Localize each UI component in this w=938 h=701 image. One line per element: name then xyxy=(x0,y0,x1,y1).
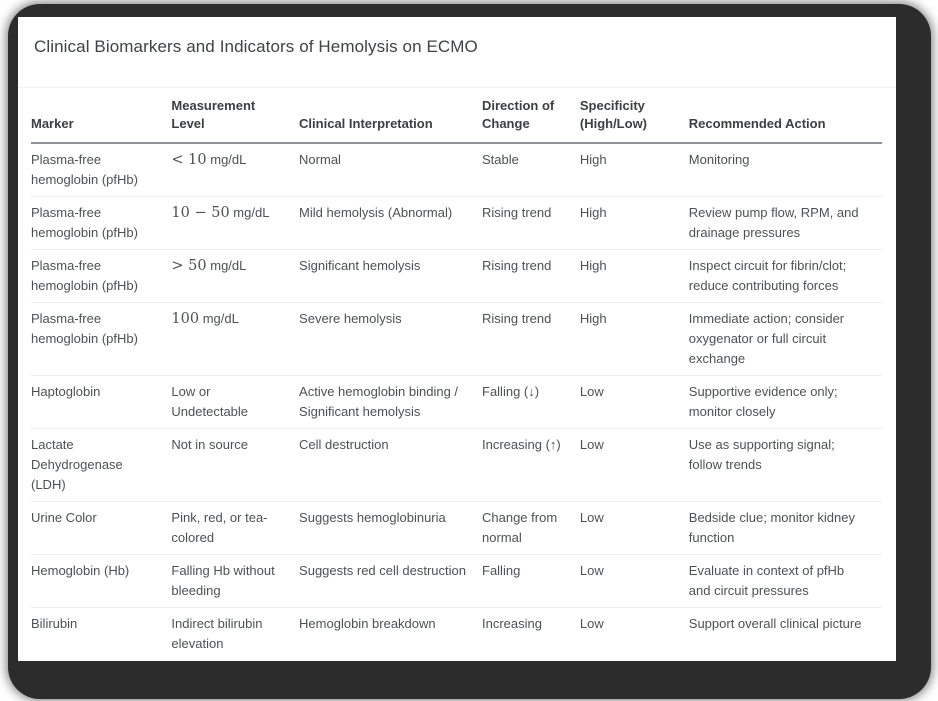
interpretation-cell: Severe hemolysis xyxy=(299,302,482,376)
action-cell: Supportive evidence only; monitor closel… xyxy=(688,375,882,429)
level-cell: Not in source xyxy=(171,428,300,502)
specificity-cell: Low xyxy=(579,428,689,502)
action-cell: Monitoring xyxy=(688,143,882,197)
level-math-text: > 50 xyxy=(171,258,207,274)
marker-cell: Plasma-free hemoglobin (pfHb) xyxy=(31,196,172,250)
action-cell: Immediate action; consider oxygenator or… xyxy=(688,302,882,376)
marker-cell: Plasma-free hemoglobin (pfHb) xyxy=(31,302,172,376)
interpretation-cell: Hemoglobin breakdown xyxy=(299,616,436,631)
table-wrap: Marker Measurement Level Clinical Interp… xyxy=(18,88,896,660)
direction-cell: Rising trend xyxy=(482,249,580,303)
level-unit-text: mg/dL xyxy=(206,152,247,167)
level-unit-text: mg/dL xyxy=(206,258,247,273)
interpretation-cell: Suggests hemoglobinuria xyxy=(299,501,482,555)
table-row: Haptoglobin Low or Undetectable Active h… xyxy=(31,375,882,429)
column-header-clinical-interpretation: Clinical Interpretation xyxy=(299,88,482,144)
action-cell: Evaluate in context of pfHb and circuit … xyxy=(688,554,882,608)
table-row: Lactate Dehydrogenase (LDH) Not in sourc… xyxy=(31,428,882,502)
direction-cell: Change from normal xyxy=(482,501,580,555)
content-card: Clinical Biomarkers and Indicators of He… xyxy=(18,17,896,661)
column-header-measurement-level: Measurement Level xyxy=(171,88,300,144)
interpretation-cell: Significant hemolysis xyxy=(299,249,482,303)
level-math-text: 10 − 50 xyxy=(171,205,230,221)
interpretation-cell: Cell destruction xyxy=(299,428,482,502)
level-unit-text: Low or Undetectable xyxy=(171,384,249,419)
specificity-cell: Low xyxy=(579,616,604,631)
column-header-marker: Marker xyxy=(31,88,172,144)
column-header-specificity: Specificity (High/Low) xyxy=(579,88,689,144)
level-cell: Falling Hb without bleeding xyxy=(171,554,300,608)
table-row: Plasma-free hemoglobin (pfHb) 10 − 50 mg… xyxy=(31,196,882,250)
direction-cell: Increasing (↑) xyxy=(482,428,580,502)
level-cell: Low or Undetectable xyxy=(171,375,300,429)
level-cell: 100 mg/dL xyxy=(171,302,300,376)
marker-cell: Plasma-free hemoglobin (pfHb) xyxy=(31,143,172,197)
marker-cell: Urine Color xyxy=(31,501,172,555)
level-cell: Indirect bilirubin elevation xyxy=(171,608,299,661)
level-math-text: < 10 xyxy=(171,152,207,168)
level-unit-text: mg/dL xyxy=(199,311,239,326)
direction-cell: Rising trend xyxy=(482,196,580,250)
marker-cell: Plasma-free hemoglobin (pfHb) xyxy=(31,249,172,303)
biomarkers-table: Marker Measurement Level Clinical Interp… xyxy=(31,88,882,660)
specificity-cell: Low xyxy=(579,375,689,429)
direction-cell: Stable xyxy=(482,143,580,197)
table-body: Plasma-free hemoglobin (pfHb) < 10 mg/dL… xyxy=(31,143,882,660)
table-row: Plasma-free hemoglobin (pfHb) > 50 mg/dL… xyxy=(31,249,882,303)
table-row: Bilirubin Indirect bilirubin elevation H… xyxy=(31,608,882,661)
level-unit-text: Indirect bilirubin elevation xyxy=(171,616,263,651)
direction-cell: Increasing xyxy=(482,616,542,631)
specificity-cell: Low xyxy=(579,501,689,555)
table-row: Plasma-free hemoglobin (pfHb) 100 mg/dL … xyxy=(31,302,882,376)
interpretation-cell: Normal xyxy=(299,143,482,197)
header-row: Marker Measurement Level Clinical Interp… xyxy=(31,88,882,144)
specificity-cell: High xyxy=(579,143,689,197)
direction-cell: Rising trend xyxy=(482,302,580,376)
interpretation-cell: Active hemoglobin binding / Significant … xyxy=(299,375,482,429)
action-cell: Review pump flow, RPM, and drainage pres… xyxy=(688,196,882,250)
action-cell: Use as supporting signal; follow trends xyxy=(688,428,882,502)
specificity-cell: High xyxy=(579,302,689,376)
marker-cell: Lactate Dehydrogenase (LDH) xyxy=(31,428,172,502)
action-cell: Inspect circuit for fibrin/clot; reduce … xyxy=(688,249,882,303)
level-cell: Pink, red, or tea-colored xyxy=(171,501,300,555)
interpretation-cell: Suggests red cell destruction xyxy=(299,554,482,608)
direction-cell: Falling (↓) xyxy=(482,375,580,429)
level-math-text: 100 xyxy=(171,311,200,327)
table-row: Plasma-free hemoglobin (pfHb) < 10 mg/dL… xyxy=(31,143,882,197)
table-row: Hemoglobin (Hb) Falling Hb without bleed… xyxy=(31,554,882,608)
level-unit-text: mg/dL xyxy=(229,205,270,220)
level-unit-text: Falling Hb without bleeding xyxy=(171,563,275,598)
title-block: Clinical Biomarkers and Indicators of He… xyxy=(18,17,896,88)
marker-cell: Bilirubin xyxy=(31,616,78,631)
interpretation-cell: Mild hemolysis (Abnormal) xyxy=(299,196,482,250)
action-cell: Support overall clinical picture xyxy=(688,616,862,631)
column-header-direction-of-change: Direction of Change xyxy=(482,88,580,144)
table-row: Urine Color Pink, red, or tea-colored Su… xyxy=(31,501,882,555)
page-title: Clinical Biomarkers and Indicators of He… xyxy=(34,37,478,56)
direction-cell: Falling xyxy=(482,554,580,608)
specificity-cell: High xyxy=(579,249,689,303)
specificity-cell: High xyxy=(579,196,689,250)
level-unit-text: Pink, red, or tea-colored xyxy=(171,510,268,545)
level-cell: > 50 mg/dL xyxy=(171,249,300,303)
action-cell: Bedside clue; monitor kidney function xyxy=(688,501,882,555)
marker-cell: Hemoglobin (Hb) xyxy=(31,554,172,608)
level-unit-text: Not in source xyxy=(171,437,248,452)
marker-cell: Haptoglobin xyxy=(31,375,172,429)
level-cell: < 10 mg/dL xyxy=(171,143,300,197)
column-header-recommended-action: Recommended Action xyxy=(688,88,882,144)
level-cell: 10 − 50 mg/dL xyxy=(171,196,300,250)
table-header: Marker Measurement Level Clinical Interp… xyxy=(31,88,882,144)
specificity-cell: Low xyxy=(579,554,689,608)
